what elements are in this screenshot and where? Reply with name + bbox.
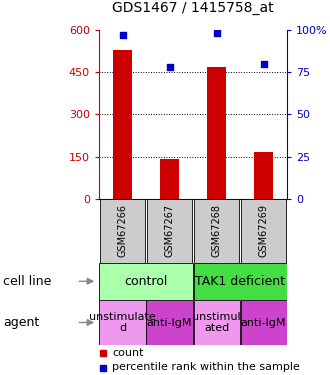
Bar <box>194 199 239 262</box>
Text: GDS1467 / 1415758_at: GDS1467 / 1415758_at <box>112 1 274 15</box>
Bar <box>99 262 193 300</box>
Text: count: count <box>112 348 144 357</box>
Text: GSM67267: GSM67267 <box>165 204 175 257</box>
Text: agent: agent <box>3 316 40 329</box>
Text: unstimul
ated: unstimul ated <box>192 312 241 333</box>
Bar <box>147 199 192 262</box>
Bar <box>207 67 226 199</box>
Point <box>214 30 219 36</box>
Bar <box>193 300 240 345</box>
Text: GSM67266: GSM67266 <box>117 204 127 257</box>
Point <box>120 32 125 38</box>
Text: unstimulate
d: unstimulate d <box>89 312 156 333</box>
Point <box>261 61 266 67</box>
Bar <box>147 300 193 345</box>
Text: TAK1 deficient: TAK1 deficient <box>195 275 285 288</box>
Text: GSM67268: GSM67268 <box>212 204 221 257</box>
Text: anti-IgM: anti-IgM <box>241 318 286 327</box>
Text: anti-IgM: anti-IgM <box>147 318 192 327</box>
Bar <box>193 262 287 300</box>
Text: control: control <box>124 275 168 288</box>
Bar <box>254 152 273 199</box>
Bar <box>241 300 287 345</box>
Bar <box>160 159 179 199</box>
Bar <box>99 300 146 345</box>
Bar <box>241 199 286 262</box>
Text: percentile rank within the sample: percentile rank within the sample <box>112 363 300 372</box>
Text: cell line: cell line <box>3 275 52 288</box>
Text: GSM67269: GSM67269 <box>259 204 269 257</box>
Bar <box>100 199 145 262</box>
Point <box>167 64 172 70</box>
Bar <box>113 50 132 199</box>
